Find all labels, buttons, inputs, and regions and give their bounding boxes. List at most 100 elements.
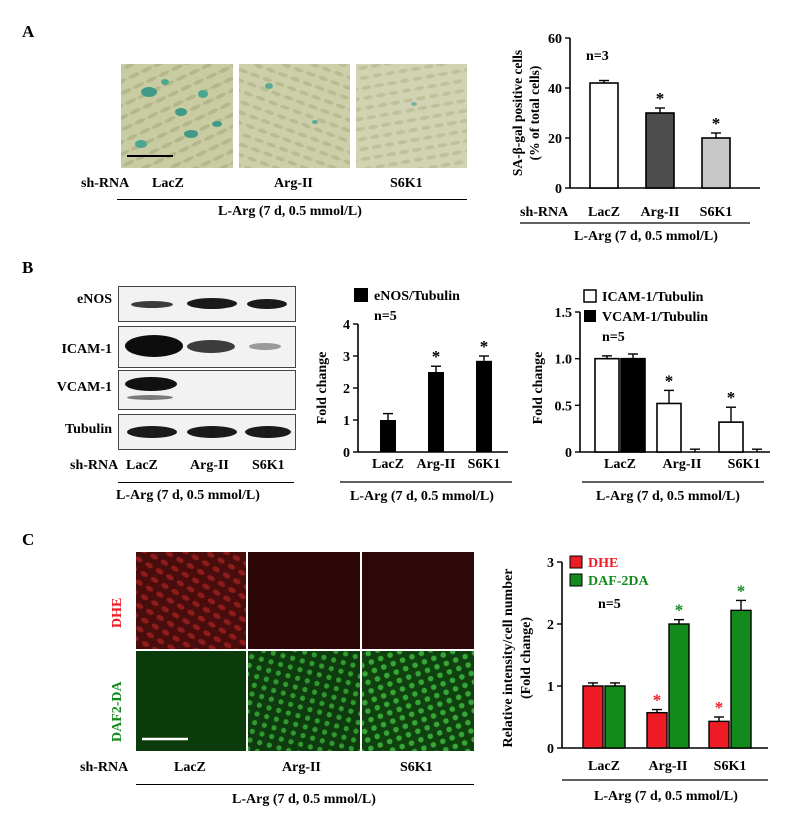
chart-a-n-annotation: n=3 — [586, 49, 609, 64]
sa-beta-gal-micrograph-s6k1 — [356, 64, 467, 168]
chart-b1-y-tick-label: 3 — [343, 350, 350, 365]
chart-a-y-tick-label: 40 — [548, 82, 562, 97]
chart-b2-legend-swatch-icam1 — [583, 289, 597, 303]
chart-c-legend-swatch-daf — [569, 573, 583, 587]
chart-c-significance-star: * — [653, 691, 662, 710]
blot-label-tubulin: Tubulin — [65, 422, 112, 437]
group-label-c-s6k1: S6K1 — [400, 760, 433, 775]
group-label-a-lacz: LacZ — [152, 176, 184, 191]
chart-c-bar-daf-arg-ii — [668, 623, 690, 749]
chart-b-adhesion: 0 0.5 1.0 1.5 * * ICAM-1/Tubulin VCAM-1/Tubulin… — [531, 289, 770, 504]
chart-c-y-tick-label: 0 — [547, 742, 554, 757]
chart-b1-bar-s6k1 — [476, 360, 492, 452]
chart-c-category-label: LacZ — [588, 759, 620, 774]
chart-b1-y-tick-label: 1 — [343, 414, 350, 429]
chart-b1-bar-arg-ii — [428, 372, 444, 452]
group-label-b-s6k1: S6K1 — [252, 458, 285, 473]
chart-a-bar-s6k1 — [701, 137, 731, 189]
dhe-image-lacz — [136, 552, 246, 649]
chart-b2-category-label: S6K1 — [728, 457, 761, 472]
chart-b2-y-tick-label: 0 — [565, 446, 572, 461]
shrna-label-a: sh-RNA — [81, 176, 130, 191]
chart-c-ylabel-line: (Fold change) — [519, 617, 534, 699]
chart-a-ylabel-line: (% of total cells) — [527, 66, 542, 161]
group-label-b-arg-ii: Arg-II — [190, 458, 229, 473]
chart-c-y-tick-label: 1 — [547, 680, 554, 695]
western-blot-tubulin — [118, 414, 296, 450]
western-blot-enos — [118, 286, 296, 322]
treatment-bracket-b-blot — [118, 482, 294, 483]
chart-a-bar-lacz — [589, 82, 619, 189]
chart-c-significance-star: * — [715, 698, 724, 717]
treatment-label-c: L-Arg (7 d, 0.5 mmol/L) — [232, 792, 376, 807]
chart-b1-ylabel: Fold change — [315, 352, 330, 425]
chart-a-category-label: LacZ — [588, 205, 620, 220]
chart-c-legend-label-daf: DAF-2DA — [588, 574, 650, 589]
chart-b2-y-tick-label: 1.5 — [555, 306, 573, 321]
group-label-b-lacz: LacZ — [126, 458, 158, 473]
chart-b2-bar-icam1-lacz — [594, 357, 620, 453]
daf-image-arg-ii — [248, 651, 360, 751]
chart-b1-n-annotation: n=5 — [374, 309, 397, 324]
chart-c-bar-daf-s6k1 — [730, 609, 752, 749]
dhe-image-arg-ii — [248, 552, 360, 649]
chart-c-y-tick-label: 2 — [547, 618, 554, 633]
chart-c-category-label: S6K1 — [714, 759, 747, 774]
chart-c-legend-label-dhe: DHE — [588, 556, 618, 571]
chart-b-enos: 0 1 2 3 4 * * eNOS/Tubulin n=5 Fold change LacZ Arg… — [315, 288, 512, 504]
chart-b2-legend-label-vcam1: VCAM-1/Tubulin — [602, 310, 708, 325]
chart-c-treatment-label: L-Arg (7 d, 0.5 mmol/L) — [594, 789, 738, 804]
chart-b2-y-tick-label: 1.0 — [555, 353, 573, 368]
western-blot-vcam1 — [118, 370, 296, 410]
chart-b2-significance-star: * — [727, 388, 736, 407]
group-label-a-s6k1: S6K1 — [390, 176, 423, 191]
group-label-c-arg-ii: Arg-II — [282, 760, 321, 775]
chart-b2-bar-icam1-arg-ii — [656, 402, 682, 453]
chart-c-ylabel-line: Relative intensity/cell number — [501, 569, 516, 748]
blot-label-enos: eNOS — [77, 292, 112, 307]
western-blot-icam1 — [118, 326, 296, 368]
treatment-label-a: L-Arg (7 d, 0.5 mmol/L) — [218, 204, 362, 219]
panel-label-c: C — [22, 530, 35, 549]
chart-a-treatment-label: L-Arg (7 d, 0.5 mmol/L) — [574, 229, 718, 244]
shrna-label-b: sh-RNA — [70, 458, 119, 473]
chart-b2-y-tick-label: 0.5 — [555, 399, 573, 414]
chart-b2-significance-star: * — [665, 371, 674, 390]
chart-a-significance-star: * — [712, 114, 721, 133]
chart-c-n-annotation: n=5 — [598, 597, 621, 612]
daf-image-s6k1 — [362, 651, 474, 751]
chart-c-bar-dhe-arg-ii — [646, 711, 668, 749]
dhe-image-s6k1 — [362, 552, 474, 649]
chart-b2-category-label: LacZ — [604, 457, 636, 472]
chart-b2-n-annotation: n=5 — [602, 330, 625, 345]
treatment-label-b-blot: L-Arg (7 d, 0.5 mmol/L) — [116, 488, 260, 503]
sa-beta-gal-micrograph-arg-ii — [239, 64, 350, 168]
chart-a-significance-star: * — [656, 89, 665, 108]
fluor-label-dhe: DHE — [108, 582, 132, 642]
chart-b1-legend-label: eNOS/Tubulin — [374, 289, 460, 304]
fluor-label-daf: DAF2-DA — [108, 660, 132, 752]
panel-label-a: A — [22, 22, 35, 41]
chart-a-y-tick-label: 20 — [548, 132, 562, 147]
chart-b1-treatment-label: L-Arg (7 d, 0.5 mmol/L) — [350, 489, 494, 504]
daf-image-lacz — [136, 651, 246, 751]
chart-b1-y-tick-label: 4 — [343, 318, 350, 333]
chart-b1-category-label: LacZ — [372, 457, 404, 472]
chart-b2-ylabel: Fold change — [531, 352, 546, 425]
chart-c-bar-daf-lacz — [604, 685, 626, 749]
chart-a: 0 20 40 60 * * n=3 SA-β-gal positive cells (% of… — [510, 32, 760, 244]
chart-a-category-label: S6K1 — [700, 205, 733, 220]
chart-b1-legend-swatch — [354, 288, 368, 302]
chart-b1-bar-lacz — [380, 420, 396, 452]
blot-label-icam1: ICAM-1 — [61, 342, 112, 357]
shrna-label-c: sh-RNA — [80, 760, 129, 775]
treatment-bracket-a — [117, 199, 467, 200]
chart-b1-y-tick-label: 2 — [343, 382, 350, 397]
chart-b1-category-label: S6K1 — [468, 457, 501, 472]
group-label-c-lacz: LacZ — [174, 760, 206, 775]
chart-a-shrna-label: sh-RNA — [520, 205, 569, 220]
chart-c-ylabel: Relative intensity/cell number (Fold chan… — [501, 569, 534, 748]
chart-a-bar-arg-ii — [645, 112, 675, 189]
chart-b2-bar-vcam1-lacz — [620, 357, 646, 453]
chart-c-bar-dhe-lacz — [582, 685, 604, 749]
